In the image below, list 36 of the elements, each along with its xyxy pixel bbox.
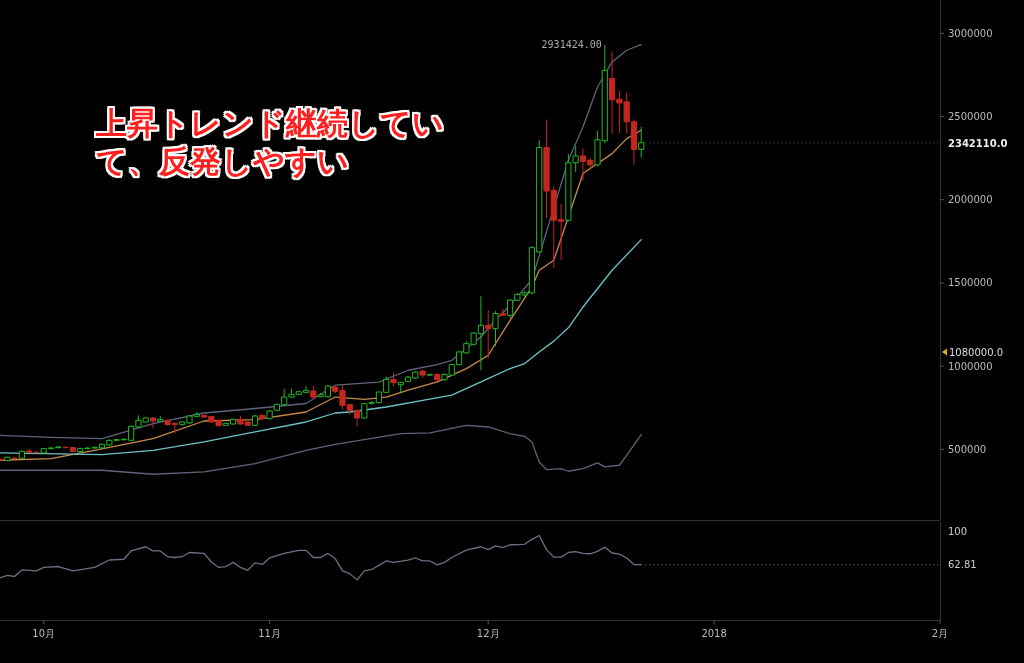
candlestick: [18, 449, 25, 460]
candlestick: [390, 372, 397, 387]
candlestick: [397, 381, 404, 394]
y-tick-label: 2000000: [948, 194, 993, 206]
candlestick: [11, 457, 18, 460]
y-tick-label: 1500000: [948, 277, 993, 289]
candlestick: [251, 414, 259, 427]
candlestick: [310, 385, 317, 399]
annotation: 上昇トレンド継続していて、反発しやすい: [96, 104, 445, 180]
y-tick-label: 500000: [948, 443, 987, 455]
candlestick: [426, 372, 434, 377]
candlestick: [259, 414, 266, 420]
candlestick: [434, 372, 441, 382]
candlestick: [485, 309, 492, 359]
x-tick-label: 2018: [701, 628, 727, 639]
x-tick-label: 11月: [258, 628, 281, 639]
candlestick: [499, 308, 506, 317]
x-tick-label: 2月: [931, 628, 949, 639]
text: 1080000.0: [949, 346, 1004, 358]
y-tick-label: 2500000: [948, 110, 993, 122]
y-tick-label: 1000000: [948, 360, 993, 372]
candlestick: [149, 416, 157, 429]
candlestick: [638, 126, 645, 159]
annotation: 2931424.00: [541, 38, 602, 50]
y-tick-label: 3000000: [948, 27, 993, 39]
line-series: [0, 238, 642, 456]
x-tick-label: 10月: [32, 628, 56, 639]
ref-line-label: 2342110.0: [948, 137, 1008, 149]
line-series: [0, 424, 642, 475]
text: 62.81: [948, 559, 977, 571]
x-tick-label: 12月: [476, 628, 500, 639]
candlestick: [492, 310, 499, 347]
candlestick: [4, 456, 11, 462]
text: 100: [948, 525, 968, 537]
candlestick: [157, 415, 164, 423]
candlestick: [419, 369, 426, 379]
